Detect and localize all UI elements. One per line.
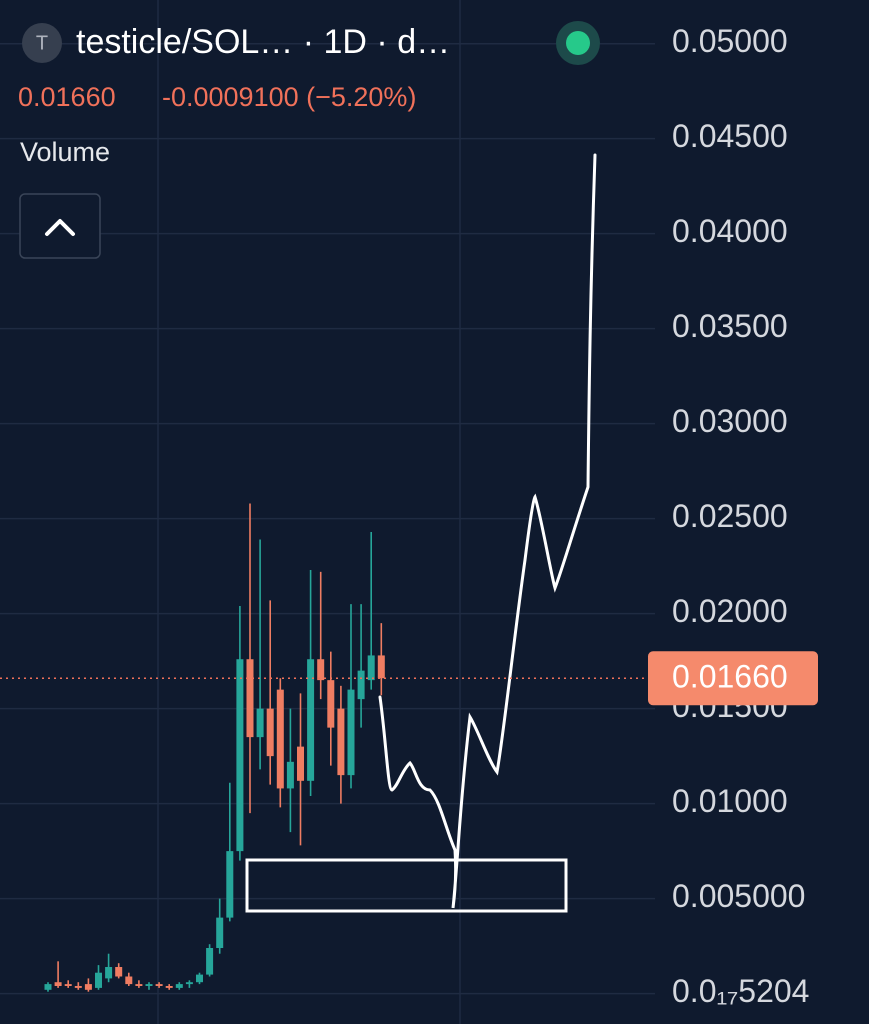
candle-body [357, 670, 365, 700]
candle-body [367, 655, 375, 681]
candle-body [236, 659, 244, 852]
y-tick-label: 0.02500 [672, 498, 788, 534]
candle-body [206, 948, 214, 975]
candle-body [286, 761, 294, 789]
candle-body [74, 986, 82, 988]
candle-body [276, 689, 284, 789]
y-tick-label: 0.02000 [672, 593, 788, 629]
symbol-icon [22, 23, 62, 63]
candle-body [105, 967, 113, 979]
candle-body [307, 659, 315, 781]
candle-body [115, 967, 123, 977]
candle-body [175, 984, 183, 988]
y-tick-label: 0.01000 [672, 783, 788, 819]
candle-body [377, 655, 385, 679]
candle-body [266, 708, 274, 757]
candle-body [256, 708, 264, 738]
y-tick-label: 0.04500 [672, 118, 788, 154]
drawn-path [378, 153, 597, 909]
y-tick-label: 0.005000 [672, 878, 805, 914]
collapse-button[interactable] [19, 193, 101, 259]
price-change: -0.0009100 (−5.20%) [162, 82, 416, 112]
candle-body [337, 708, 345, 776]
candle-body [155, 984, 163, 987]
candle-body [44, 984, 52, 990]
y-tick-label: 0.03000 [672, 403, 788, 439]
symbol-title[interactable]: testicle/SOL… · 1D · d… [76, 23, 450, 61]
indicator-label: Volume [20, 137, 110, 167]
y-tick-label: 0.03500 [672, 308, 788, 344]
price-tag-label: 0.01660 [672, 659, 788, 695]
candle-body [54, 982, 62, 987]
candle-body [297, 746, 304, 781]
icon-letter: T [36, 32, 48, 54]
candle-body [216, 917, 224, 949]
candle-body [125, 976, 133, 985]
status-dot [566, 31, 590, 55]
candle-body [135, 984, 143, 987]
y-tick-label: 0.04000 [672, 213, 788, 249]
candle-body [246, 659, 254, 738]
candle-body [327, 680, 335, 728]
candle-body [196, 974, 203, 983]
candle-body [347, 689, 355, 776]
price: 0.01660 [18, 82, 116, 112]
candle-body [317, 659, 325, 681]
candle-body [95, 972, 102, 988]
y-tick-label: 0.05000 [672, 23, 788, 59]
chevron-up [45, 219, 75, 236]
candle-body [165, 986, 173, 988]
candle-body [226, 851, 234, 918]
price-tag [648, 651, 818, 706]
candle-body [64, 984, 72, 987]
drawing [245, 153, 597, 913]
candle-body [145, 984, 153, 987]
y-tick-label: 0.0₁₇5204 [672, 973, 809, 1009]
drawn-box [245, 858, 568, 913]
candle-body [84, 984, 92, 990]
candle-body [185, 982, 193, 985]
